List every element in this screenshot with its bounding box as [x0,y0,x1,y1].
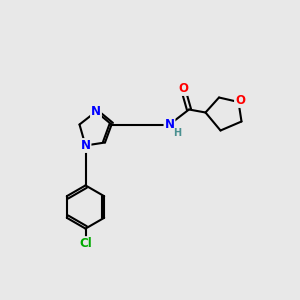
Text: Cl: Cl [79,237,92,250]
Text: H: H [173,128,181,139]
Text: N: N [91,105,101,118]
Text: N: N [80,139,91,152]
Text: O: O [178,82,188,95]
Text: O: O [235,94,245,107]
Text: N: N [164,118,175,131]
